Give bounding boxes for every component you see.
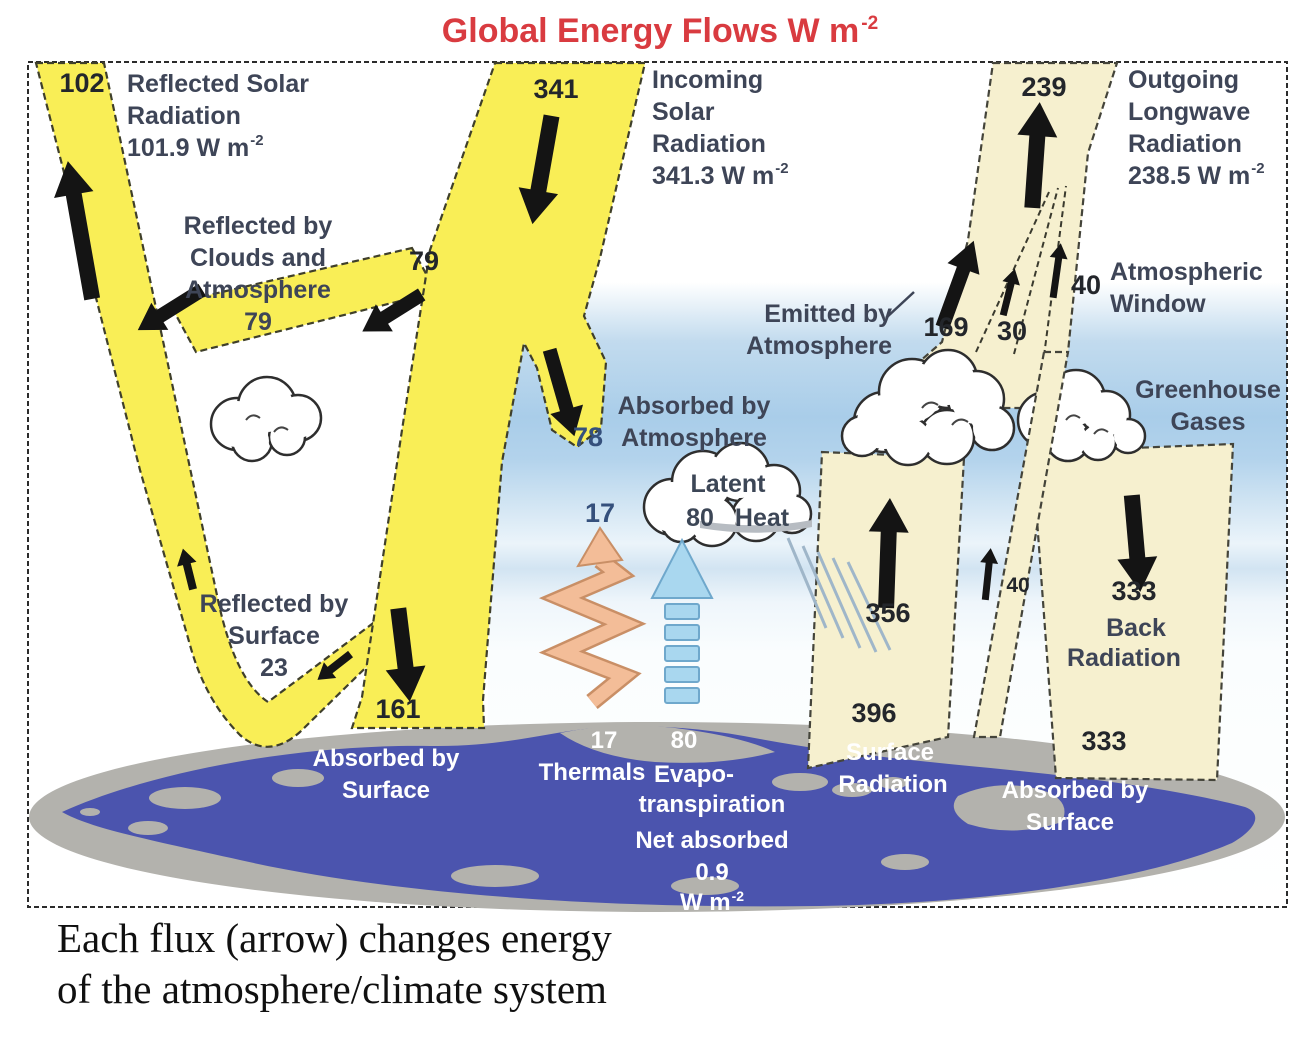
earth-continents [80,725,1065,895]
label-absorbed-by-surface-right-1: Absorbed by [1002,777,1149,804]
label-outgoing-amount: 238.5 W m-2 [1128,160,1265,190]
label-absorbed-by-surface-right-2: Surface [1026,809,1114,836]
label-evapo-2: transpiration [639,791,786,818]
evapotranspiration-arrow [650,537,714,704]
cloud-shadow [700,520,812,533]
diagram-title: Global Energy Flows W m -2 [442,12,878,50]
small-arrow-40-top [1049,243,1068,299]
label-heat: Heat [735,504,790,532]
label-reflected-solar-amount: 101.9 W m-2 [127,132,264,162]
left-arrow-79-outer [137,283,206,331]
label-reflected-clouds-2: Clouds and [190,244,326,272]
label-atmospheric-window-2: Window [1110,290,1206,318]
value-outgoing-longwave: 239 [1021,72,1066,102]
value-absorbed-surface-161: 161 [375,694,420,724]
down-arrow-78 [542,347,584,437]
cloud-middle [840,348,1016,467]
label-latent: Latent [691,470,767,498]
up-arrow-102 [54,161,101,301]
label-outgoing-1: Outgoing [1128,66,1239,94]
cloud-latent-heat [642,441,813,548]
label-reflected-clouds-3: Atmosphere [185,276,331,304]
value-back-radiation-surface: 333 [1081,726,1126,756]
label-incoming-solar-amount: 341.3 W m-2 [652,160,789,190]
diagram-border [27,61,1288,908]
value-emitted-169: 169 [923,312,968,342]
value-reflected-clouds: 79 [244,308,272,336]
value-atmospheric-window: 40 [1071,270,1101,300]
rain-streaks [786,537,892,653]
label-thermals: Thermals [539,759,646,786]
caption-line-1: Each flux (arrow) changes energy [57,915,612,961]
earth-ocean [62,726,1256,907]
value-reflected-solar: 102 [59,68,104,98]
caption-line-2: of the atmosphere/climate system [57,966,607,1012]
value-thermals-bottom: 17 [591,727,618,754]
band-40-divider-left [1013,187,1059,355]
label-absorbed-atmosphere-2: Atmosphere [621,424,767,452]
small-arrow-reflected-surface [317,650,354,680]
label-greenhouse-1: Greenhouse [1135,376,1281,404]
label-greenhouse-2: Gases [1170,408,1245,436]
small-arrow-40-bottom [980,548,999,601]
small-arrow-left-arm [177,548,197,591]
band-reflected-solar [34,61,400,748]
value-latent-80: 80 [686,504,714,532]
value-branch-79: 79 [409,246,439,276]
band-atmospheric-window [972,350,1070,739]
unit-net-absorbed: W m-2 [680,888,744,916]
label-reflected-solar-1: Reflected Solar [127,70,309,98]
value-back-radiation: 333 [1111,576,1156,606]
up-arrow-356 [868,498,909,609]
flux-arrows [54,102,1158,702]
value-reflected-surface: 23 [260,654,288,682]
value-thermals-top: 17 [585,498,615,528]
label-back-radiation: Radiation [1067,644,1181,672]
label-absorbed-surface-1: Absorbed by [313,745,460,772]
label-atmospheric-window-1: Atmospheric [1110,258,1263,286]
value-40-small: 40 [1006,574,1029,597]
label-incoming-solar-3: Radiation [652,130,766,158]
down-arrow-161 [385,607,426,702]
up-arrow-239 [1017,102,1058,209]
down-arrow-341 [518,114,560,225]
label-absorbed-atmosphere-1: Absorbed by [618,392,771,420]
label-net-absorbed: Net absorbed [635,827,788,854]
emitted-pointer-line [885,291,915,319]
label-emitted-2: Atmosphere [746,332,892,360]
small-arrow-30 [999,268,1020,317]
label-incoming-solar-2: Solar [652,98,715,126]
value-396: 396 [851,698,896,728]
value-356: 356 [865,598,910,628]
value-net-absorbed: 0.9 [695,859,728,886]
up-arrow-169 [935,240,980,330]
band-incoming-solar [350,61,647,730]
value-band-30: 30 [997,316,1027,346]
value-incoming-solar: 341 [533,74,578,104]
earth [29,722,1285,912]
band-back-radiation [1030,442,1235,782]
label-outgoing-2: Longwave [1128,98,1250,126]
label-surface-radiation-1: Surface [846,739,934,766]
label-reflected-clouds-1: Reflected by [184,212,333,240]
cloud-left [209,375,323,463]
left-arrow-79-inner [362,288,426,332]
label-incoming-solar-1: Incoming [652,66,763,94]
value-evapo-bottom: 80 [671,727,698,754]
label-absorbed-surface-2: Surface [342,777,430,804]
thermals-arrow [538,526,647,709]
label-surface-radiation-2: Radiation [838,771,947,798]
label-outgoing-3: Radiation [1128,130,1242,158]
label-reflected-surface-2: Surface [228,622,320,650]
down-arrow-333 [1117,494,1158,592]
value-absorbed-atmosphere: 78 [573,422,603,452]
label-back: Back [1106,614,1166,642]
label-emitted-1: Emitted by [764,300,892,328]
label-reflected-solar-2: Radiation [127,102,241,130]
label-evapo-1: Evapo- [654,761,734,788]
label-reflected-surface-1: Reflected by [200,590,349,618]
